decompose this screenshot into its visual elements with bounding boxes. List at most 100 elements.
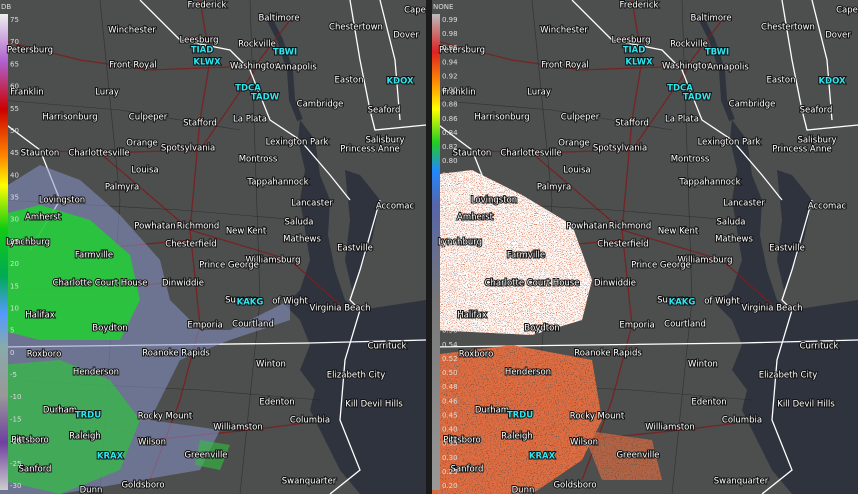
place-label: Sanford: [451, 465, 484, 475]
place-label: Winton: [688, 360, 718, 370]
place-label: Saluda: [285, 218, 314, 228]
place-label: Dover: [825, 31, 851, 41]
place-label: Front Royal: [541, 61, 589, 71]
colorbar-tick-label: 0.35: [442, 440, 458, 448]
place-label: Accomac: [376, 202, 415, 212]
colorbar-tick-label: 0.92: [442, 72, 458, 80]
place-label: New Kent: [226, 227, 267, 237]
place-label: Lynchburg: [6, 238, 50, 248]
colorbar-tick-label: 0.90: [442, 87, 458, 95]
colorbar-tick-label: 0.50: [442, 369, 458, 377]
place-label: Prince George: [199, 261, 259, 271]
place-label: Rocky Mount: [570, 412, 625, 422]
place-label: Prince George: [631, 261, 691, 271]
place-label: Staunton: [21, 149, 60, 159]
place-label: Tappahannock: [246, 178, 308, 188]
place-label: Palmyra: [537, 183, 571, 193]
place-label: Henderson: [73, 368, 119, 378]
place-label: Princess Anne: [340, 145, 400, 155]
colorbar-tick-label: 5: [10, 327, 14, 335]
place-label: Stafford: [615, 119, 649, 129]
radar-site-label: TIAD: [623, 46, 646, 56]
place-label: Washington: [230, 62, 280, 72]
place-label: Dinwiddie: [162, 279, 204, 289]
place-label: Edenton: [259, 398, 294, 408]
place-label: Lovingston: [471, 196, 517, 206]
place-label: Rockville: [670, 40, 708, 50]
place-label: Williamston: [645, 423, 695, 433]
colorbar-tick-label: 0.40: [442, 426, 458, 434]
place-label: Sanford: [19, 465, 52, 475]
place-label: La Plata: [665, 115, 699, 125]
colorbar-tick-label: 0.99: [442, 16, 458, 24]
radar-site-label: TIAD: [191, 46, 214, 56]
colorbar-tick-label: 0.52: [442, 355, 458, 363]
place-label: Louisa: [563, 166, 590, 176]
place-label: Williamsburg: [677, 256, 732, 266]
place-label: Kill Devil Hills: [777, 400, 835, 410]
place-label: Durham: [475, 406, 509, 416]
place-label: Palmyra: [105, 183, 139, 193]
place-label: Courtland: [664, 320, 706, 330]
place-label: Boydton: [92, 324, 127, 334]
place-label: Eastville: [769, 244, 805, 254]
place-label: Baltimore: [258, 14, 299, 24]
place-label: Culpeper: [129, 113, 168, 123]
colorbar-tick-label: 0.25: [442, 468, 458, 476]
place-label: Halifax: [457, 311, 487, 321]
place-label: of Wight: [704, 297, 740, 307]
place-label: Montross: [239, 155, 278, 165]
place-label: Petersburg: [7, 46, 53, 56]
place-label: Eastville: [337, 244, 373, 254]
place-label: Tappahannock: [678, 178, 740, 188]
place-label: La Plata: [233, 115, 267, 125]
place-label: Greenville: [616, 451, 659, 461]
place-label: Lexington Park: [266, 138, 329, 148]
colorbar-tick-label: 0.20: [442, 482, 458, 490]
place-label: Greenville: [184, 451, 227, 461]
place-label: Elizabeth City: [759, 371, 817, 381]
place-label: Roxboro: [459, 350, 494, 360]
place-label: Courtland: [232, 320, 274, 330]
radar-site-label: TBWI: [705, 48, 729, 58]
place-label: Frederick: [620, 1, 659, 11]
place-label: Lexington Park: [698, 138, 761, 148]
right-panel: Frederick Baltimore Chestertown Dover Cape Wi…: [432, 0, 858, 494]
colorbar-tick-label: 15: [10, 282, 19, 290]
colorbar-tick-label: 40: [10, 171, 19, 179]
place-label: Raleigh: [501, 432, 533, 442]
radar-site-label: KAKG: [669, 298, 696, 308]
colorbar-tick-label: 0.76: [442, 185, 458, 193]
place-label: Rockville: [238, 40, 276, 50]
place-label: Emporia: [187, 321, 222, 331]
place-label: Chesterfield: [597, 240, 648, 250]
place-label: Sussex: [657, 296, 687, 306]
colorbar-tick-label: 0.98: [442, 30, 458, 38]
colorbar-tick-label: 0.58: [442, 313, 458, 321]
place-label: Princess Anne: [772, 145, 832, 155]
place-label: Roanoke Rapids: [142, 349, 210, 359]
place-label: Chestertown: [329, 23, 383, 33]
place-label: Lynchburg: [438, 238, 482, 248]
place-label: Chesterfield: [165, 240, 216, 250]
place-label: Leesburg: [612, 36, 651, 46]
place-label: Emporia: [619, 321, 654, 331]
place-label: Dunn: [512, 486, 535, 494]
place-label: Cambridge: [297, 100, 344, 110]
place-label: Charlottesville: [500, 149, 561, 159]
colorbar-tick-label: 0.66: [442, 256, 458, 264]
place-label: Seaford: [800, 106, 833, 116]
place-label: Winchester: [108, 26, 156, 36]
place-label: Currituck: [800, 342, 839, 352]
colorbar-tick-label: 45: [10, 149, 19, 157]
place-label: Spotsylvania: [161, 144, 215, 154]
place-label: Powhatan: [566, 222, 608, 232]
place-label: Mathews: [715, 235, 753, 245]
place-label: Columbia: [290, 416, 330, 426]
colorbar-tick-label: 65: [10, 60, 19, 68]
place-label: Franklin: [442, 88, 475, 98]
place-label: Richmond: [177, 222, 220, 232]
colorbar-tick-label: 0.88: [442, 101, 458, 109]
place-label: Mathews: [283, 235, 321, 245]
